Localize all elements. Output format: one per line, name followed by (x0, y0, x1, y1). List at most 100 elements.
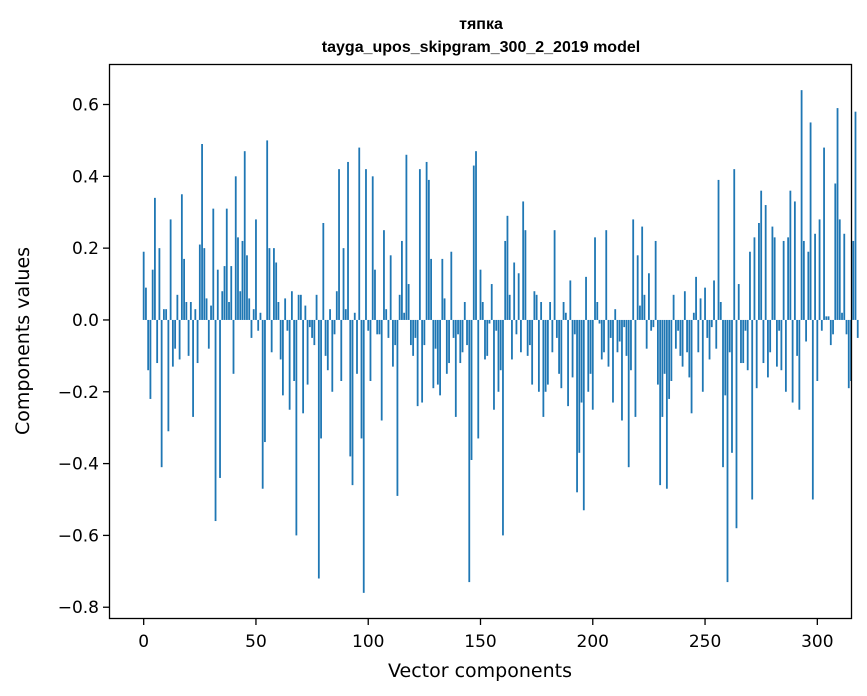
bar (416, 319, 419, 407)
bar (713, 280, 715, 320)
bar (387, 319, 390, 338)
bar (196, 319, 199, 364)
bar (342, 248, 345, 320)
bar (311, 319, 313, 338)
y-tick-label: 0.6 (72, 96, 99, 116)
bar (751, 319, 754, 500)
bar (674, 319, 677, 349)
bar (796, 319, 799, 356)
bar (659, 319, 662, 486)
bar (171, 319, 174, 367)
bar (344, 309, 347, 320)
bar (852, 240, 855, 320)
bar (493, 319, 495, 410)
x-tick-label: 250 (689, 632, 721, 652)
bar (549, 302, 552, 320)
bar (520, 319, 522, 353)
bar (542, 319, 545, 417)
bar (540, 302, 543, 320)
bar (807, 251, 810, 320)
y-tick-label: 0.2 (72, 239, 99, 259)
bar (591, 319, 594, 410)
bar (468, 319, 471, 583)
bar (286, 319, 289, 331)
bar (454, 319, 457, 417)
bar (515, 319, 518, 335)
bar (174, 319, 177, 349)
y-axis-label: Components values (12, 247, 34, 435)
bar (392, 319, 394, 367)
bar (398, 294, 401, 320)
bar (270, 319, 273, 353)
x-axis-ticks: 0 50 100 150 200 250 300 (138, 618, 834, 652)
chart-title: тяпка tayga_upos_skipgram_300_2_2019 mod… (322, 16, 640, 56)
bar (279, 319, 282, 360)
bar (767, 319, 769, 378)
bar (598, 319, 601, 324)
bar (627, 319, 630, 468)
bar (773, 237, 776, 320)
bar (596, 302, 599, 320)
bar (225, 208, 228, 320)
bar (185, 302, 188, 320)
bar (194, 309, 197, 320)
bar (645, 319, 648, 349)
bar (679, 319, 682, 356)
bar (335, 291, 338, 320)
bar (758, 223, 760, 320)
bar (827, 316, 830, 320)
bar (268, 248, 271, 320)
bar (639, 305, 641, 320)
y-tick-label: −0.8 (58, 598, 99, 618)
bar (306, 319, 309, 385)
bar (769, 319, 772, 353)
bar (257, 319, 260, 331)
bar (690, 319, 693, 414)
bar (412, 319, 415, 356)
bar (832, 319, 834, 335)
bar (369, 319, 372, 381)
bar (735, 319, 738, 529)
bar (145, 287, 147, 320)
bar (436, 319, 439, 385)
bar (477, 319, 480, 439)
bar (585, 276, 587, 320)
bar (443, 298, 446, 320)
bar (232, 319, 235, 374)
bar (551, 319, 554, 353)
bar (234, 176, 237, 320)
bar (198, 244, 201, 320)
y-tick-label: −0.2 (58, 383, 99, 403)
bar (643, 294, 646, 320)
bar (531, 319, 534, 385)
bar (681, 319, 684, 367)
bar (825, 316, 828, 320)
bar (760, 190, 763, 320)
bar (836, 108, 839, 320)
bar (313, 319, 316, 346)
bar (722, 319, 724, 468)
bar (239, 291, 242, 320)
bar (798, 319, 801, 410)
bar (686, 319, 688, 353)
bar (733, 169, 736, 320)
bar (360, 319, 363, 439)
bar (522, 201, 525, 320)
bar (396, 319, 399, 496)
bar (315, 294, 318, 320)
bar (670, 319, 673, 381)
bar (789, 190, 792, 320)
bar (506, 215, 509, 320)
bar (490, 284, 493, 320)
bar (854, 111, 857, 320)
bar (499, 319, 502, 371)
bar (259, 312, 262, 320)
bar (293, 319, 296, 381)
bar (273, 248, 275, 320)
bar (219, 319, 221, 478)
bar (650, 319, 653, 331)
bar (497, 319, 500, 392)
bar (441, 258, 444, 320)
bar (450, 251, 453, 320)
bar (562, 302, 565, 320)
